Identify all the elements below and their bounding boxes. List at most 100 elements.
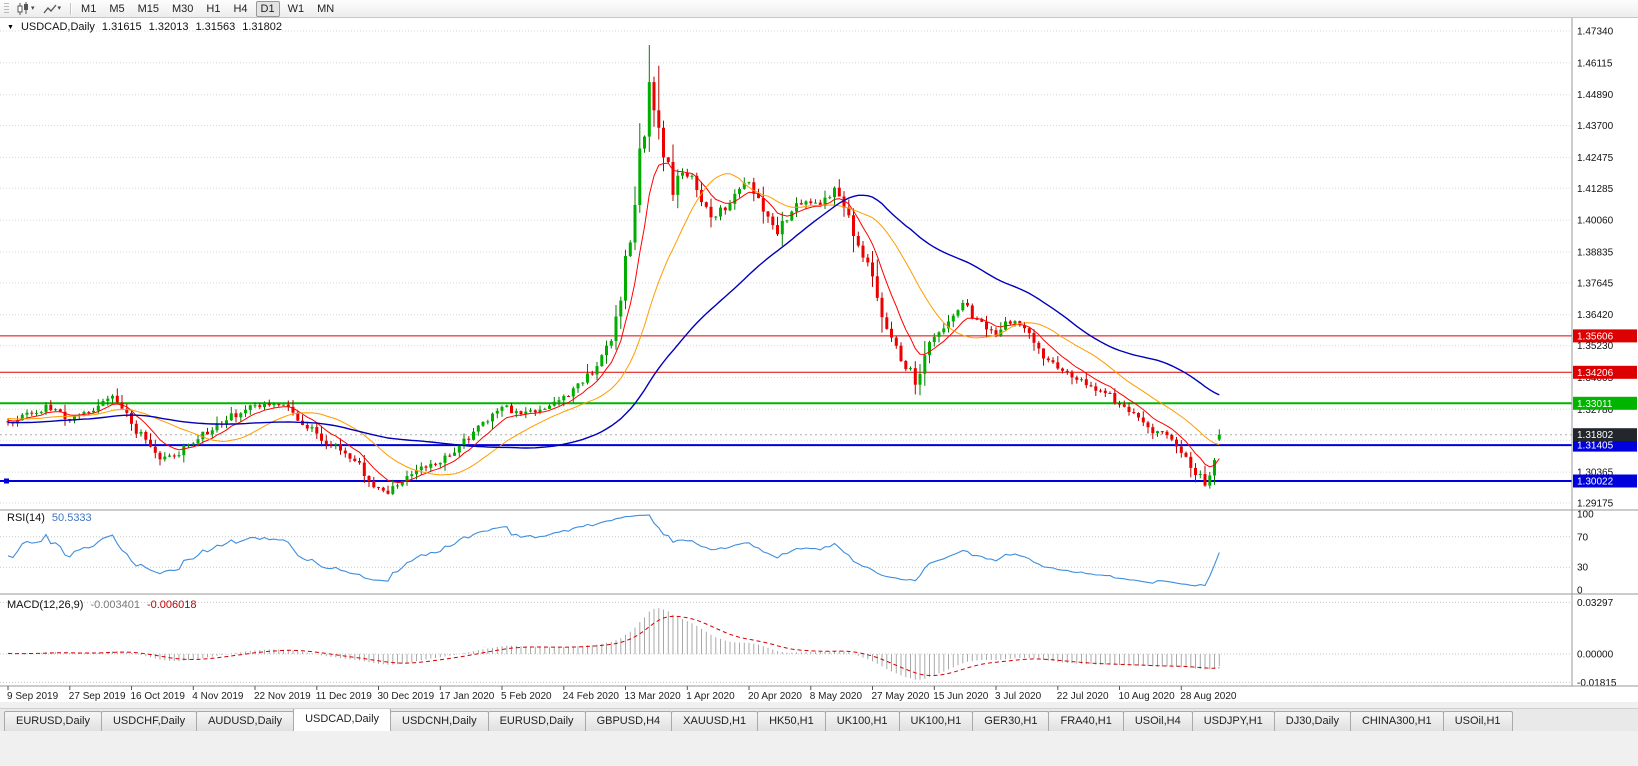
toolbar-separator xyxy=(70,2,72,15)
svg-text:0: 0 xyxy=(1577,586,1583,597)
timeframe-button-h4[interactable]: H4 xyxy=(233,2,248,15)
svg-text:27 May 2020: 27 May 2020 xyxy=(872,691,930,702)
svg-text:100: 100 xyxy=(1577,510,1594,521)
svg-text:20 Apr 2020: 20 Apr 2020 xyxy=(748,691,802,702)
chart-type-button[interactable]: ▾ xyxy=(12,1,39,17)
chart-tab-usoil-h1[interactable]: USOil,H1 xyxy=(1442,711,1513,731)
svg-text:22 Nov 2019: 22 Nov 2019 xyxy=(254,691,311,702)
chart-tab-eurusd-daily[interactable]: EURUSD,Daily xyxy=(487,711,586,731)
price-chart-canvas[interactable]: .ax{font:10px "Liberation Sans",sans-ser… xyxy=(0,18,1638,702)
svg-text:1.42475: 1.42475 xyxy=(1577,153,1614,164)
chart-tab-audusd-daily[interactable]: AUDUSD,Daily xyxy=(196,711,295,731)
svg-text:1 Apr 2020: 1 Apr 2020 xyxy=(686,691,735,702)
svg-text:11 Dec 2019: 11 Dec 2019 xyxy=(316,691,372,702)
chart-tab-usoil-h4[interactable]: USOil,H4 xyxy=(1122,711,1193,731)
svg-text:1.44890: 1.44890 xyxy=(1577,90,1614,101)
svg-text:1.41285: 1.41285 xyxy=(1577,184,1614,195)
chart-tab-usdcad-daily[interactable]: USDCAD,Daily xyxy=(293,709,392,731)
svg-text:1.35230: 1.35230 xyxy=(1577,341,1614,352)
chart-tab-china300-h1[interactable]: CHINA300,H1 xyxy=(1349,711,1444,731)
chart-tab-gbpusd-h4[interactable]: GBPUSD,H4 xyxy=(584,711,673,731)
ohlc-open: 1.31615 xyxy=(101,21,142,33)
chart-tab-dj30-daily[interactable]: DJ30,Daily xyxy=(1273,711,1351,731)
macd-value: -0.003401 xyxy=(90,599,140,611)
chart-tab-eurusd-daily[interactable]: EURUSD,Daily xyxy=(4,711,102,731)
chart-window: .ax{font:10px "Liberation Sans",sans-ser… xyxy=(0,18,1638,702)
indicators-button[interactable]: ▾ xyxy=(39,1,66,17)
svg-text:0.00000: 0.00000 xyxy=(1577,650,1614,661)
window-collapse-icon: ▼ xyxy=(7,23,14,31)
line-chart-icon xyxy=(43,4,57,13)
svg-text:1.30022: 1.30022 xyxy=(1577,477,1614,488)
svg-text:1.46115: 1.46115 xyxy=(1577,58,1613,69)
svg-text:1.34206: 1.34206 xyxy=(1577,368,1614,379)
rsi-label: RSI(14) 50.5333 xyxy=(7,512,92,524)
svg-text:16 Oct 2019: 16 Oct 2019 xyxy=(131,691,186,702)
timeframe-button-m5[interactable]: M5 xyxy=(109,2,125,15)
chart-title: ▼ USDCAD,Daily 1.31615 1.32013 1.31563 1… xyxy=(7,21,282,33)
rsi-name: RSI(14) xyxy=(7,512,45,524)
candlestick-chart-icon xyxy=(17,1,28,15)
chart-tabs-bar: EURUSD,Daily USDCHF,Daily AUDUSD,Daily USDC… xyxy=(0,708,1638,731)
timeframe-button-m30[interactable]: M30 xyxy=(172,2,194,15)
svg-text:1.43700: 1.43700 xyxy=(1577,121,1614,132)
svg-text:1.37645: 1.37645 xyxy=(1577,278,1614,289)
timeframe-button-h1[interactable]: H1 xyxy=(206,2,221,15)
svg-text:1.38835: 1.38835 xyxy=(1577,248,1614,259)
dropdown-caret-icon: ▾ xyxy=(57,5,62,12)
chart-tab-usdchf-daily[interactable]: USDCHF,Daily xyxy=(100,711,198,731)
svg-text:9 Sep 2019: 9 Sep 2019 xyxy=(7,691,59,702)
chart-toolbar: ▾ ▾ M1 M5 M15 M30 H1 H4 D1 W1 MN xyxy=(0,0,1638,18)
timeframe-button-w1[interactable]: W1 xyxy=(287,2,305,15)
rsi-value: 50.5333 xyxy=(51,512,92,524)
svg-text:1.40060: 1.40060 xyxy=(1577,216,1614,227)
svg-text:1.31802: 1.31802 xyxy=(1577,430,1614,441)
ohlc-low: 1.31563 xyxy=(195,21,236,33)
timeframe-button-m15[interactable]: M15 xyxy=(137,2,159,15)
svg-text:30 Dec 2019: 30 Dec 2019 xyxy=(378,691,435,702)
svg-text:27 Sep 2019: 27 Sep 2019 xyxy=(69,691,126,702)
svg-text:4 Nov 2019: 4 Nov 2019 xyxy=(192,691,244,702)
toolbar-grip[interactable] xyxy=(4,2,9,15)
timeframe-buttons: M1 M5 M15 M30 H1 H4 D1 W1 MN xyxy=(76,0,339,17)
chart-tab-usdcnh-daily[interactable]: USDCNH,Daily xyxy=(390,711,489,731)
macd-label: MACD(12,26,9) -0.003401 -0.006018 xyxy=(7,599,197,611)
chart-tab-uk100-h1[interactable]: UK100,H1 xyxy=(898,711,974,731)
macd-signal-value: -0.006018 xyxy=(146,599,197,611)
ohlc-high: 1.32013 xyxy=(148,21,189,33)
svg-text:70: 70 xyxy=(1577,532,1589,543)
chart-tab-fra40-h1[interactable]: FRA40,H1 xyxy=(1048,711,1124,731)
svg-text:13 Mar 2020: 13 Mar 2020 xyxy=(625,691,682,702)
svg-text:0.03297: 0.03297 xyxy=(1577,598,1614,609)
svg-text:1.32780: 1.32780 xyxy=(1577,405,1614,416)
svg-text:17 Jan 2020: 17 Jan 2020 xyxy=(439,691,494,702)
svg-text:1.29175: 1.29175 xyxy=(1577,499,1614,510)
svg-text:8 May 2020: 8 May 2020 xyxy=(810,691,863,702)
svg-text:28 Aug 2020: 28 Aug 2020 xyxy=(1180,691,1237,702)
svg-text:5 Feb 2020: 5 Feb 2020 xyxy=(501,691,552,702)
svg-text:10 Aug 2020: 10 Aug 2020 xyxy=(1119,691,1176,702)
svg-text:1.33011: 1.33011 xyxy=(1577,399,1613,410)
svg-text:24 Feb 2020: 24 Feb 2020 xyxy=(563,691,620,702)
svg-text:1.31405: 1.31405 xyxy=(1577,441,1614,452)
chart-tab-uk100-h1[interactable]: UK100,H1 xyxy=(824,711,900,731)
symbol-period-label: USDCAD,Daily xyxy=(20,21,95,33)
timeframe-button-mn[interactable]: MN xyxy=(317,2,335,15)
timeframe-button-d1[interactable]: D1 xyxy=(255,0,280,17)
chart-tab-hk50-h1[interactable]: HK50,H1 xyxy=(757,711,826,731)
ohlc-close: 1.31802 xyxy=(242,21,282,33)
svg-text:-0.01815: -0.01815 xyxy=(1577,678,1617,689)
svg-text:1.30365: 1.30365 xyxy=(1577,468,1614,479)
svg-text:15 Jun 2020: 15 Jun 2020 xyxy=(933,691,988,702)
timeframe-button-m1[interactable]: M1 xyxy=(81,2,97,15)
svg-text:1.47340: 1.47340 xyxy=(1577,27,1614,38)
dropdown-caret-icon: ▾ xyxy=(31,5,35,12)
svg-text:1.36420: 1.36420 xyxy=(1577,310,1614,321)
svg-text:3 Jul 2020: 3 Jul 2020 xyxy=(995,691,1042,702)
chart-tab-ger30-h1[interactable]: GER30,H1 xyxy=(972,711,1050,731)
svg-text:1.35606: 1.35606 xyxy=(1577,331,1614,342)
chart-tab-usdjpy-h1[interactable]: USDJPY,H1 xyxy=(1191,711,1275,731)
macd-name: MACD(12,26,9) xyxy=(7,599,84,611)
chart-tab-xauusd-h1[interactable]: XAUUSD,H1 xyxy=(671,711,759,731)
